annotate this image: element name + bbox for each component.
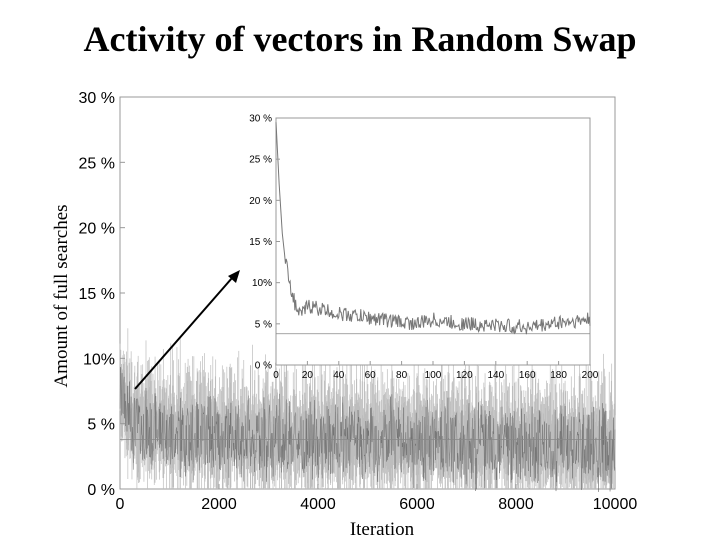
inset-y-tick-label: 25 % bbox=[249, 155, 272, 166]
inset-x-tick-label: 160 bbox=[519, 370, 536, 381]
main-y-ticks: 0 % 5 % 10% 15 % 20 % 25 % 30 % bbox=[79, 90, 125, 499]
inset-x-tick-label: 80 bbox=[396, 370, 408, 381]
inset-x-tick-label: 60 bbox=[365, 370, 377, 381]
inset-x-tick-label: 20 bbox=[302, 370, 314, 381]
main-x-tick-label: 10000 bbox=[593, 496, 638, 513]
main-x-ticks: 0 2000 4000 6000 8000 10000 bbox=[116, 484, 638, 513]
main-y-tick-label: 0 % bbox=[87, 482, 115, 499]
main-y-tick-label: 10% bbox=[83, 351, 115, 368]
inset-plot-frame bbox=[275, 117, 591, 366]
main-x-tick-label: 0 bbox=[116, 496, 125, 513]
main-y-tick-label: 25 % bbox=[79, 155, 115, 172]
main-y-tick-label: 20 % bbox=[79, 221, 115, 238]
zoom-arrow-line bbox=[134, 277, 233, 390]
inset-data bbox=[275, 122, 591, 335]
inset-x-tick-label: 180 bbox=[550, 370, 567, 381]
main-series-line bbox=[119, 367, 616, 492]
chart-title: Activity of vectors in Random Swap bbox=[83, 19, 637, 59]
inset-series-line bbox=[275, 122, 591, 335]
main-y-tick-label: 5 % bbox=[87, 417, 115, 434]
main-data-band bbox=[119, 328, 616, 492]
inset-x-tick-label: 200 bbox=[582, 370, 599, 381]
inset-x-tick-label: 0 bbox=[273, 370, 279, 381]
inset-y-tick-label: 30 % bbox=[249, 114, 272, 125]
zoom-arrow-head bbox=[228, 270, 240, 283]
inset-y-tick-label: 20 % bbox=[249, 196, 272, 207]
inset-x-ticks: 0 20 40 60 80 100 120 140 160 180 200 bbox=[273, 361, 599, 381]
inset-x-tick-label: 140 bbox=[487, 370, 504, 381]
main-y-tick-label: 30 % bbox=[79, 90, 115, 107]
main-x-tick-label: 8000 bbox=[498, 496, 534, 513]
x-axis-label: Iteration bbox=[350, 519, 415, 540]
inset-y-tick-label: 0 % bbox=[255, 361, 272, 372]
y-axis-label: Amount of full searches bbox=[51, 204, 72, 387]
inset-y-tick-label: 5 % bbox=[255, 319, 272, 330]
inset-x-tick-label: 40 bbox=[333, 370, 345, 381]
inset-y-ticks: 0 % 5 % 10% 15 % 20 % 25 % 30 % bbox=[249, 114, 280, 372]
main-x-tick-label: 6000 bbox=[399, 496, 435, 513]
inset-x-tick-label: 100 bbox=[425, 370, 442, 381]
inset-y-tick-label: 10% bbox=[252, 278, 272, 289]
main-y-tick-label: 15 % bbox=[79, 286, 115, 303]
inset-x-tick-label: 120 bbox=[456, 370, 473, 381]
inset-y-tick-label: 15 % bbox=[249, 237, 272, 248]
main-x-tick-label: 4000 bbox=[300, 496, 336, 513]
main-x-tick-label: 2000 bbox=[201, 496, 237, 513]
